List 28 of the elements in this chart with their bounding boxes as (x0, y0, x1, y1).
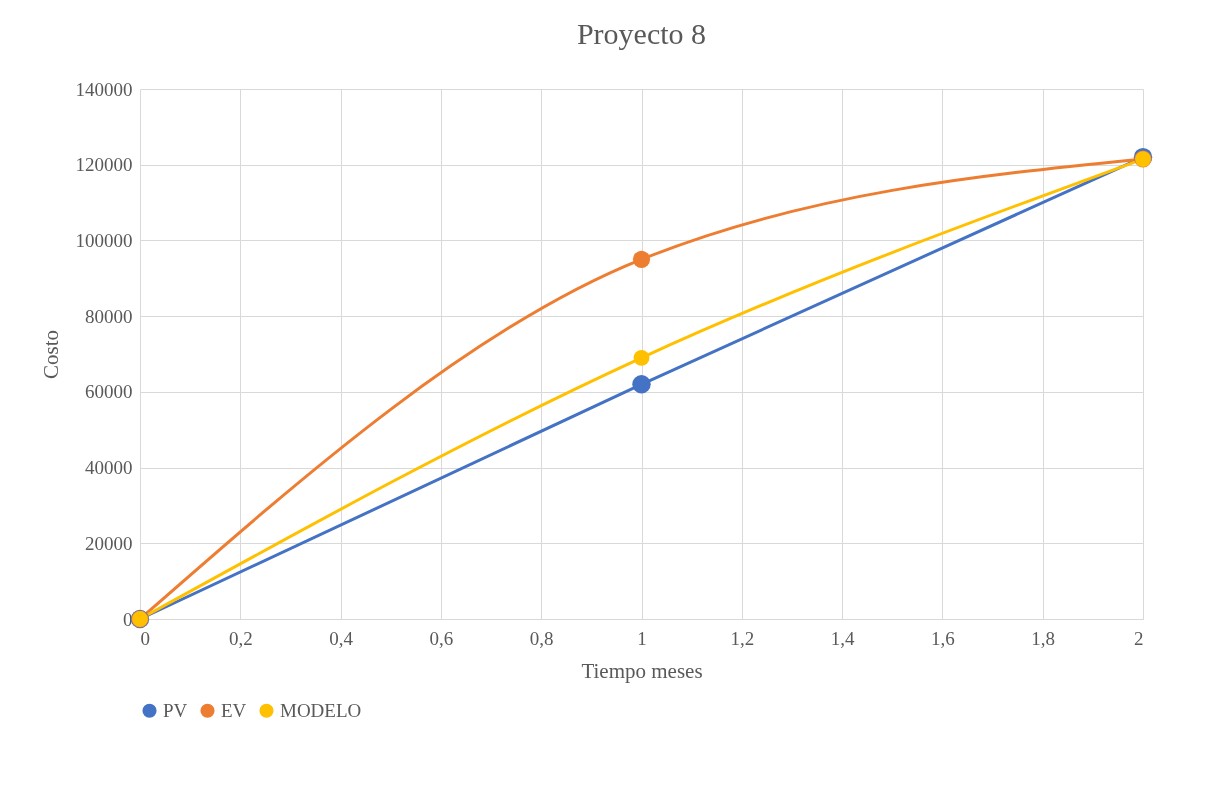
legend-label: PV (163, 699, 188, 721)
x-tick-label: 1,8 (1031, 627, 1056, 649)
x-tick-label: 1 (637, 627, 647, 649)
y-tick-label: 80000 (85, 305, 133, 327)
y-tick-label: 40000 (85, 457, 133, 479)
x-axis-title: Tiempo meses (581, 658, 703, 683)
chart-title: Proyecto 8 (576, 17, 707, 50)
y-tick-label: 60000 (85, 381, 133, 403)
y-tick-label: 100000 (75, 229, 133, 251)
y-tick-label: 140000 (75, 78, 133, 100)
legend-label: EV (221, 699, 247, 721)
y-axis-title: Costo (38, 329, 63, 380)
x-tick-label: 0,6 (429, 627, 454, 649)
x-tick-label: 0 (140, 627, 150, 649)
y-tick-label: 0 (123, 608, 133, 630)
x-tick-label: 2 (1134, 627, 1144, 649)
x-tick-label: 0,2 (228, 627, 253, 649)
legend-label: MODELO (280, 699, 362, 721)
point (632, 375, 651, 394)
x-tick-label: 0,8 (529, 627, 554, 649)
x-tick-label: 0,4 (329, 627, 354, 649)
x-tick-label: 1,4 (830, 627, 855, 649)
x-tick-label: 1,2 (730, 627, 755, 649)
point (633, 349, 650, 366)
x-tick-label: 1,6 (931, 627, 955, 649)
y-tick-label: 120000 (75, 154, 133, 176)
y-tick-label: 20000 (85, 532, 133, 554)
point (632, 250, 651, 268)
